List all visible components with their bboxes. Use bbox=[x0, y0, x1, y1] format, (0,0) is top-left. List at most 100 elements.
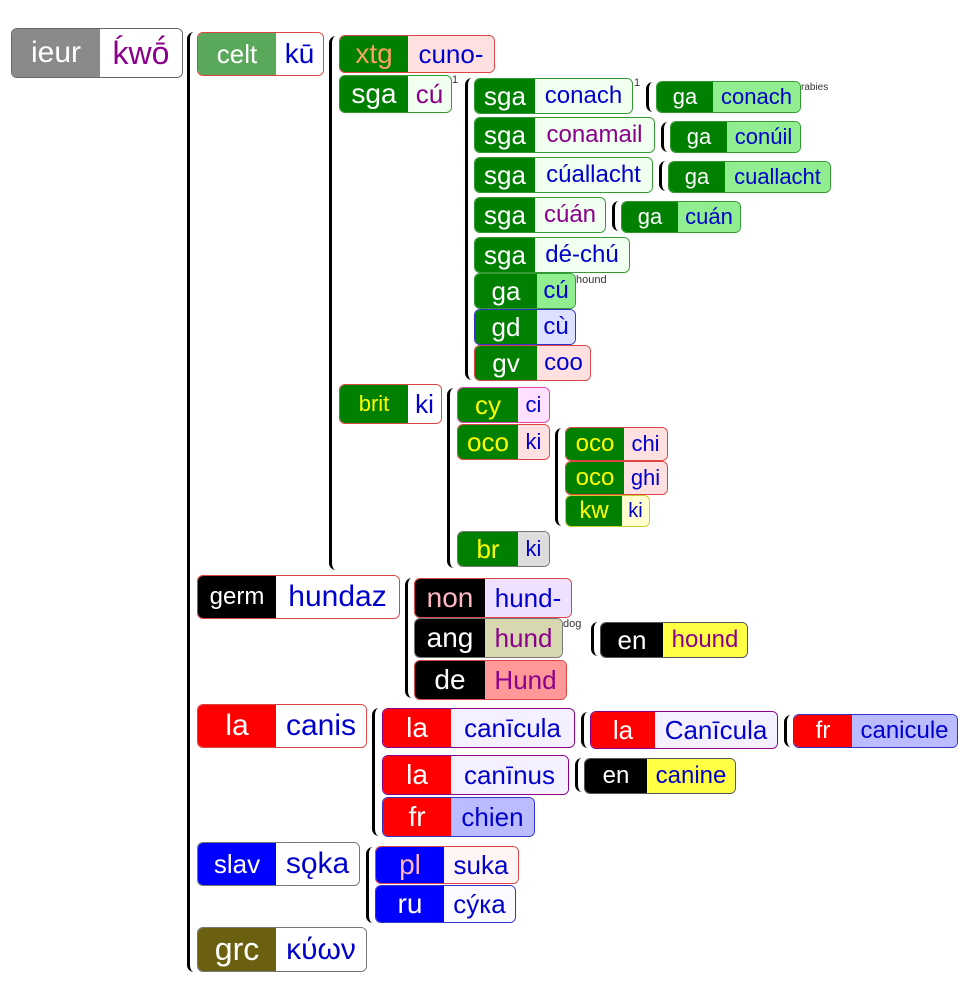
lang-label: sga bbox=[475, 198, 535, 232]
node-br-ki: br ki bbox=[457, 531, 550, 567]
node-ga-cu: ga cú bbox=[474, 273, 576, 309]
word-label: chien bbox=[451, 798, 534, 836]
brace-sga-conach bbox=[646, 82, 654, 112]
lang-label: ang bbox=[415, 619, 485, 657]
brace-la-canicula bbox=[581, 712, 589, 748]
lang-label: la bbox=[198, 705, 276, 747]
word-label: cú bbox=[408, 76, 451, 112]
lang-label: oco bbox=[458, 425, 518, 459]
word-label: hound bbox=[663, 623, 747, 657]
lang-label: de bbox=[415, 661, 485, 699]
node-gd-cu: gd cù bbox=[474, 309, 576, 345]
brace-la-children bbox=[372, 708, 382, 836]
node-cy-ci: cy ci bbox=[457, 387, 550, 423]
lang-label: kw bbox=[566, 496, 622, 526]
node-sga-conamail: sga conamail bbox=[474, 117, 655, 153]
lang-label: ru bbox=[376, 886, 444, 922]
gloss-note: dog bbox=[563, 618, 582, 630]
gloss-note: hound bbox=[576, 274, 607, 286]
node-xtg-cuno: xtg cuno- bbox=[339, 35, 495, 73]
word-label: hund- bbox=[485, 579, 571, 617]
brace-ang bbox=[591, 622, 599, 656]
lang-label: br bbox=[458, 532, 518, 566]
word-label: сýка bbox=[444, 886, 515, 922]
word-label: hundaz bbox=[276, 576, 399, 618]
word-label: conach bbox=[535, 79, 632, 113]
node-ga-cuan: ga cuán bbox=[621, 201, 741, 233]
lang-label: sga bbox=[340, 76, 408, 112]
lang-label: oco bbox=[566, 462, 624, 494]
node-la-Canicula: la Canīcula bbox=[590, 711, 778, 749]
brace-oco-children bbox=[555, 428, 564, 526]
node-celt-ku: celt kū bbox=[197, 32, 324, 76]
lang-label: sga bbox=[475, 118, 535, 152]
lang-label: ga bbox=[657, 82, 713, 112]
word-label: canīcula bbox=[451, 709, 574, 747]
node-pl-suka: pl suka bbox=[375, 846, 519, 884]
node-sga-cuallacht: sga cúallacht bbox=[474, 157, 653, 193]
lang-label: gv bbox=[475, 346, 537, 380]
node-oco-ghi: oco ghi bbox=[565, 461, 668, 495]
node-ru-suka: ru сýка bbox=[375, 885, 516, 923]
brace-celt-children bbox=[329, 36, 339, 570]
node-sga-dechu: sga dé-chú bbox=[474, 237, 630, 273]
lang-label: oco bbox=[566, 428, 624, 460]
word-label: cù bbox=[537, 310, 575, 344]
lang-label: gd bbox=[475, 310, 537, 344]
node-sga-cu: sga cú bbox=[339, 75, 452, 113]
word-label: coo bbox=[537, 346, 590, 380]
lang-label: la bbox=[383, 756, 451, 794]
node-slav-soka: slav sǫka bbox=[197, 842, 360, 886]
node-oco-chi: oco chi bbox=[565, 427, 668, 461]
brace-germ-children bbox=[405, 578, 414, 698]
word-label: Canīcula bbox=[655, 712, 777, 748]
node-la-canis: la canis bbox=[197, 704, 367, 748]
word-label: ci bbox=[518, 388, 549, 422]
brace-brit-children bbox=[447, 388, 457, 568]
node-germ-hundaz: germ hundaz bbox=[197, 575, 400, 619]
lang-label: cy bbox=[458, 388, 518, 422]
word-label: conach bbox=[713, 82, 800, 112]
word-label: conúil bbox=[727, 122, 800, 152]
node-sga-cuan: sga cúán bbox=[474, 197, 606, 233]
node-la-caninus: la canīnus bbox=[382, 755, 569, 795]
brace-sga-cuallacht bbox=[659, 161, 667, 191]
node-ga-conach: ga conach bbox=[656, 81, 801, 113]
word-label: canīnus bbox=[451, 756, 568, 794]
node-sga-conach: sga conach bbox=[474, 78, 633, 114]
brace-la-caninus bbox=[575, 758, 583, 792]
lang-label: sga bbox=[475, 79, 535, 113]
word-label: cuán bbox=[678, 202, 740, 232]
superscript-note: 1 bbox=[452, 74, 459, 86]
lang-label: xtg bbox=[340, 36, 408, 72]
word-label: ḱwṓ bbox=[100, 29, 182, 77]
word-label: κύων bbox=[276, 928, 366, 971]
lang-label: germ bbox=[198, 576, 276, 618]
node-la-canicula: la canīcula bbox=[382, 708, 575, 748]
word-label: cú bbox=[537, 274, 575, 308]
word-label: dé-chú bbox=[535, 238, 629, 272]
node-fr-chien: fr chien bbox=[382, 797, 535, 837]
lang-label: non bbox=[415, 579, 485, 617]
lang-label: grc bbox=[198, 928, 276, 971]
brace-sga-conamail bbox=[661, 122, 669, 152]
word-label: Hund bbox=[485, 661, 566, 699]
word-label: ki bbox=[518, 532, 549, 566]
lang-label: fr bbox=[794, 715, 852, 747]
lang-label: brit bbox=[340, 385, 408, 423]
word-label: sǫka bbox=[276, 843, 359, 885]
word-label: canicule bbox=[852, 715, 957, 747]
superscript-note: 1 bbox=[634, 77, 641, 89]
node-de-hund: de Hund bbox=[414, 660, 567, 700]
lang-label: en bbox=[601, 623, 663, 657]
node-ieur-kwo: ieur ḱwṓ bbox=[11, 28, 183, 78]
lang-label: ga bbox=[669, 162, 725, 192]
word-label: suka bbox=[444, 847, 518, 883]
word-label: ki bbox=[622, 496, 649, 526]
gloss-note: rabies bbox=[801, 82, 829, 93]
node-en-canine: en canine bbox=[584, 758, 736, 794]
word-label: conamail bbox=[535, 118, 654, 152]
word-label: cúán bbox=[535, 198, 605, 232]
node-oco-ki: oco ki bbox=[457, 424, 550, 460]
